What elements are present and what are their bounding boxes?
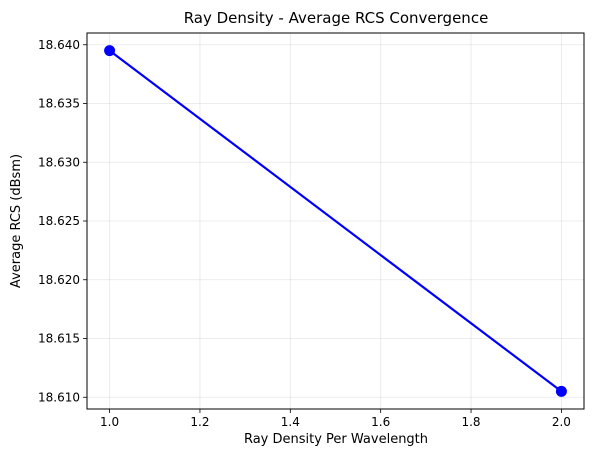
y-tick-label: 18.615 [38,332,80,346]
x-tick-label: 2.0 [552,415,571,429]
x-axis: 1.0 1.2 1.4 1.6 1.8 2.0 [100,409,571,429]
y-axis-label: Average RCS (dBsm) [9,154,24,288]
data-point [104,45,116,57]
y-tick-label: 18.610 [38,390,80,404]
x-axis-label: Ray Density Per Wavelength [244,432,428,447]
grid [87,33,584,409]
y-axis: 18.610 18.615 18.620 18.625 18.630 18.635 18.6… [38,38,87,404]
data-point [555,385,567,397]
x-tick-label: 1.0 [100,415,119,429]
series-layer [104,45,567,397]
y-tick-label: 18.625 [38,214,80,228]
y-tick-label: 18.630 [38,155,80,169]
series-line [108,49,563,393]
x-tick-label: 1.6 [371,415,390,429]
x-tick-label: 1.4 [281,415,300,429]
y-tick-label: 18.620 [38,273,80,287]
chart-title: Ray Density - Average RCS Convergence [184,9,489,27]
x-tick-label: 1.2 [190,415,209,429]
y-tick-label: 18.640 [38,38,80,52]
x-tick-label: 1.8 [461,415,480,429]
y-tick-label: 18.635 [38,97,80,111]
